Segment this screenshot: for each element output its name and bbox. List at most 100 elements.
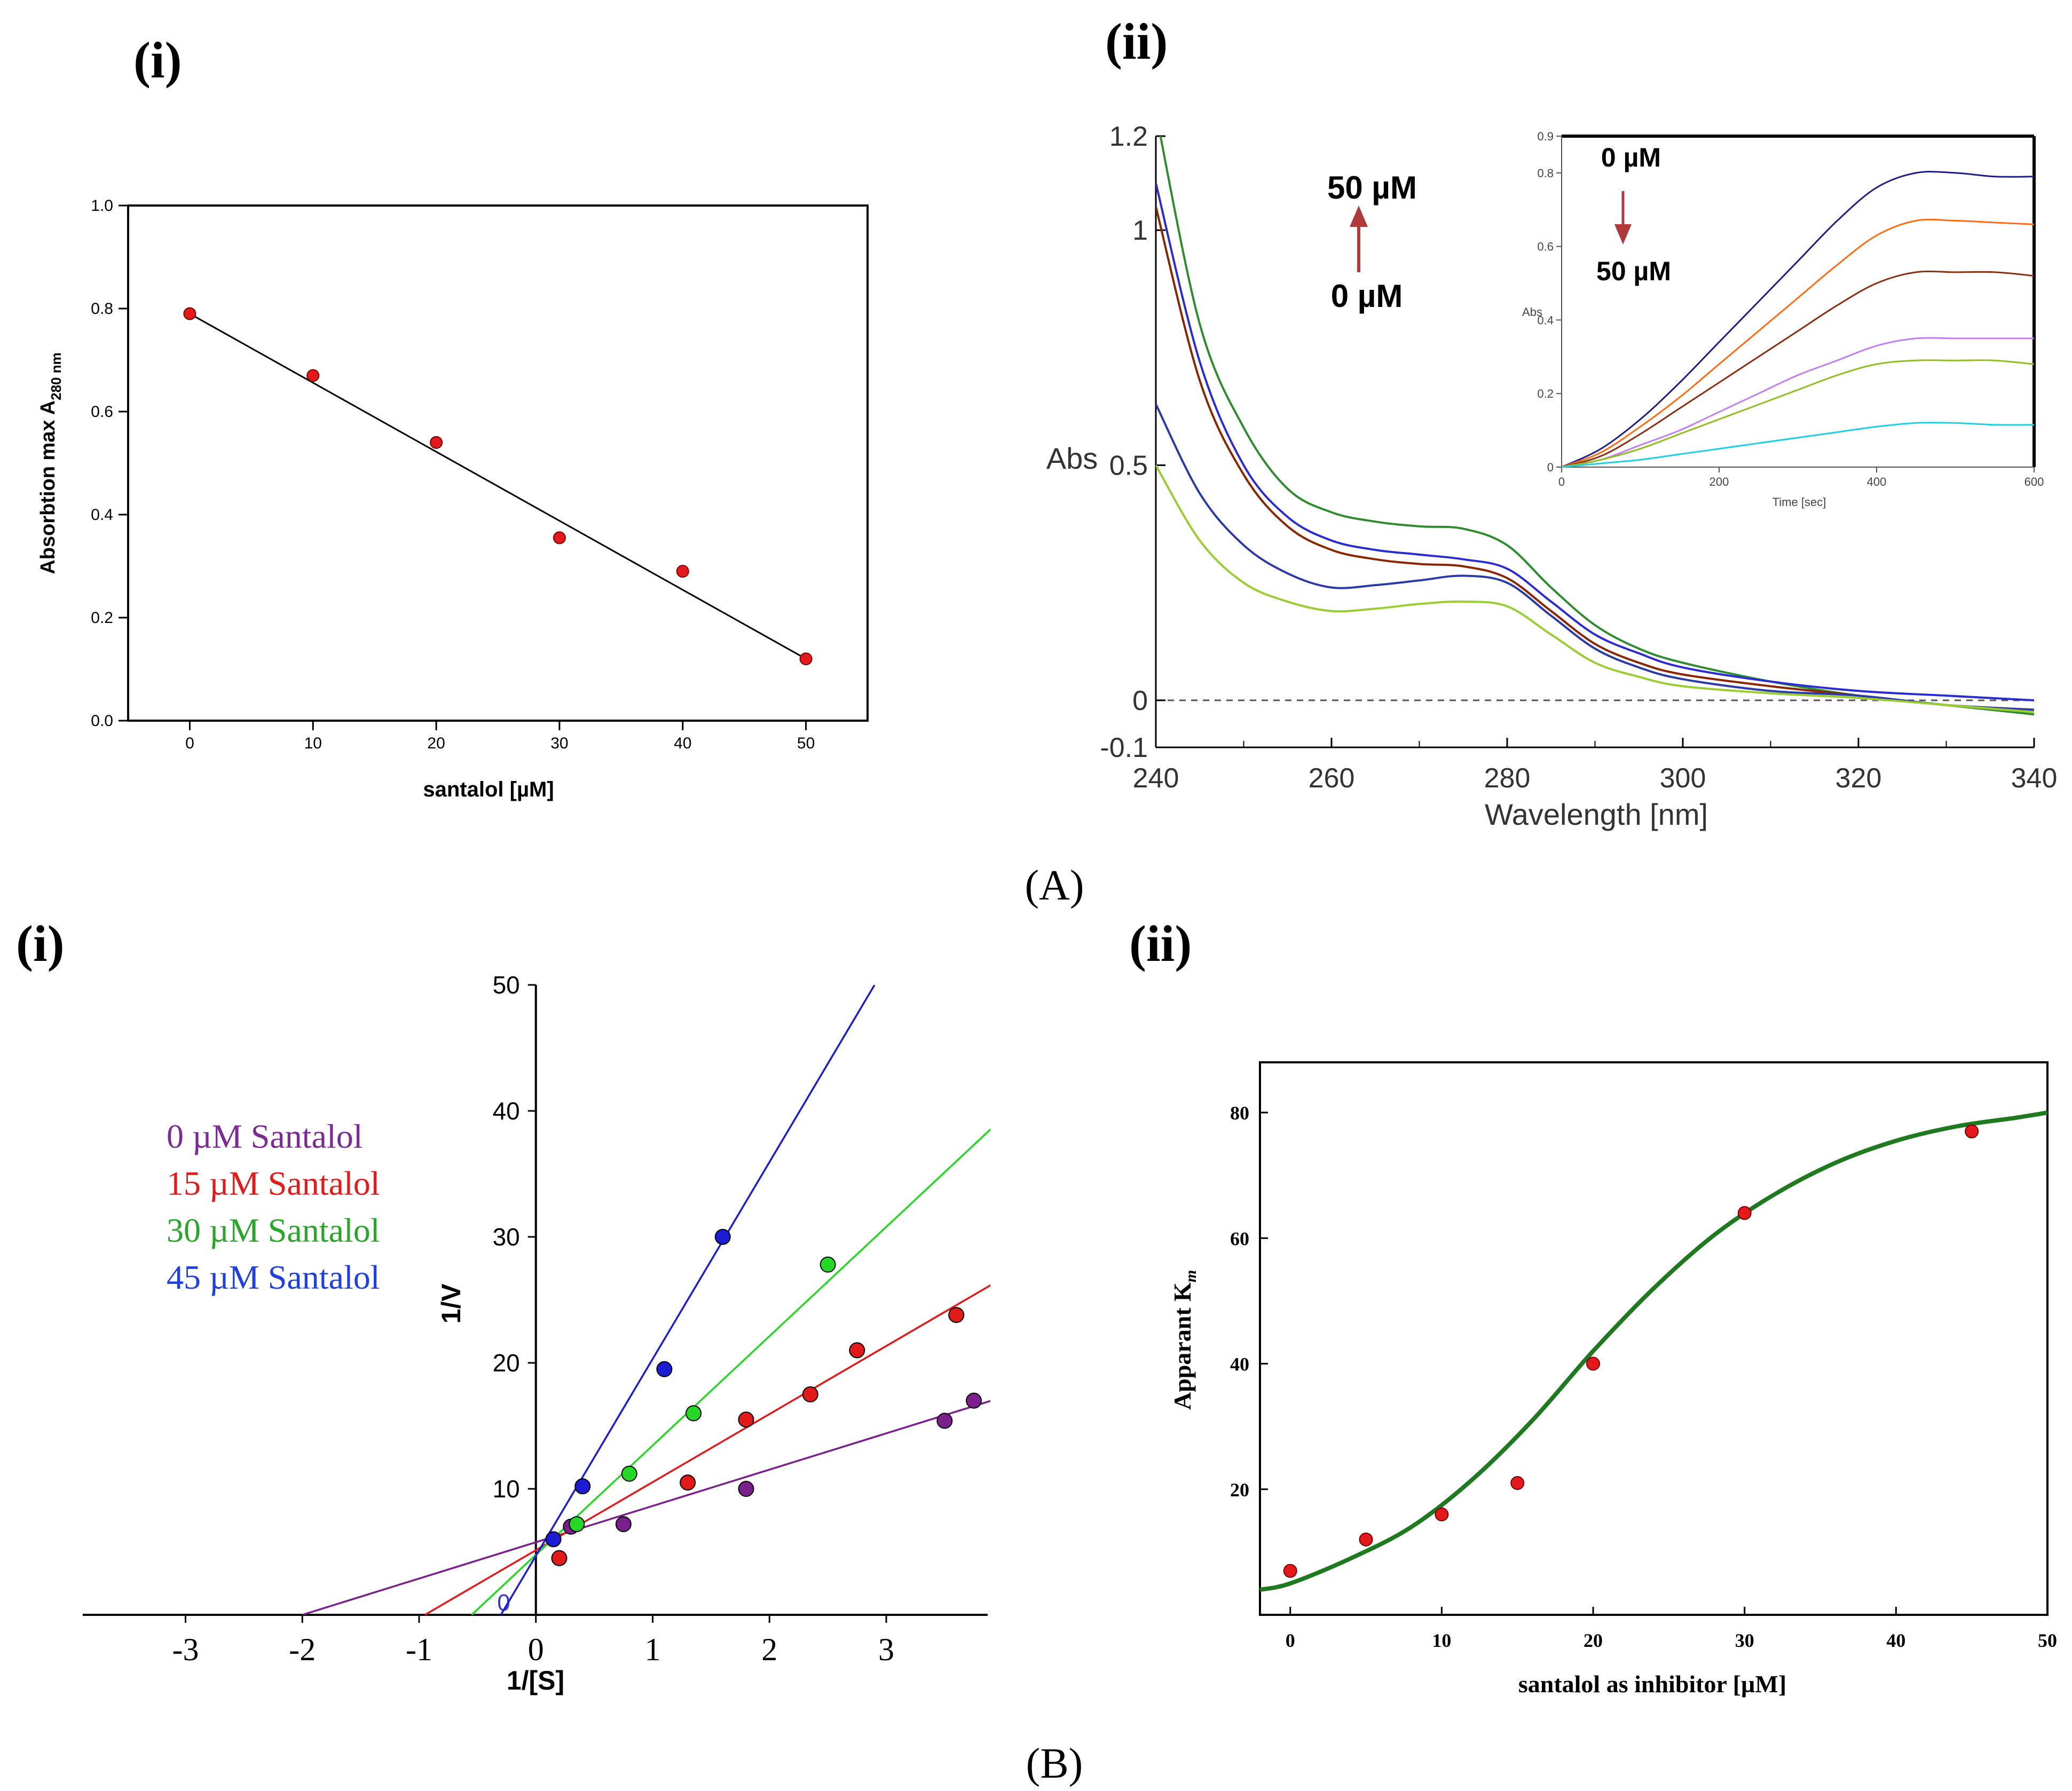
b-i-data-point [656,1361,673,1377]
b-ii-data-point [1965,1124,1979,1139]
a-i-y-tick-label: 0.4 [91,506,113,524]
b-i-y-axis-label: 1/V [436,1283,466,1324]
b-ii-y-tick-label: 40 [1230,1354,1249,1375]
b-ii-y-tick-label: 20 [1230,1479,1249,1501]
b-ii-data-point [1283,1564,1297,1578]
b-i-y-tick-label: 50 [493,971,520,999]
a-ii-spectrum-line [1156,464,2034,713]
b-i-data-point [948,1307,965,1323]
inset-kinetic-line [1561,218,2035,468]
b-i-x-tick-label: 0 [528,1632,544,1667]
b-ii-x-tick-label: 30 [1735,1630,1754,1651]
chart-a-ii-inset: 0 200 400 600 0 0.2 0.4 0.6 0.8 0.9 Time [sec] Ab… [1522,130,2044,509]
group-label-b: (B) [1026,1740,1083,1787]
a-ii-x-tick-label: 260 [1309,763,1355,794]
a-ii-spectrum-line [1159,136,2034,716]
b-ii-data-point [1359,1532,1373,1547]
b-i-y-tick-label: 40 [493,1097,520,1125]
inset-kinetic-line [1561,171,2035,468]
b-i-data-point [849,1342,865,1359]
a-i-data-point [306,369,320,382]
a-ii-x-tick-label: 240 [1133,763,1179,794]
inset-kinetic-line [1561,359,2035,468]
inset-y-tick-label: 0 [1547,461,1554,474]
b-i-data-point [615,1516,632,1533]
a-ii-spectrum-line [1156,183,2034,701]
a-i-x-tick-label: 30 [550,735,568,752]
b-i-data-point [545,1531,562,1548]
b-ii-x-tick-label: 50 [2038,1630,2057,1651]
a-i-frame [127,204,869,722]
b-ii-x-axis-label: santalol as inhibitor [µM] [1518,1670,1786,1698]
b-ii-y-tick-label: 60 [1230,1228,1249,1249]
b-i-legend-entry: 15 µM Santalol [167,1164,380,1202]
inset-annotation-top: 0 µM [1601,143,1661,172]
b-ii-y-tick-label: 80 [1230,1102,1249,1124]
a-ii-spectrum-line [1156,206,2034,711]
b-ii-x-tick-label: 0 [1286,1630,1295,1651]
b-ii-x-tick-label: 40 [1886,1630,1905,1651]
inset-annotation-bottom: 50 µM [1596,256,1671,286]
b-i-data-point [621,1465,637,1482]
b-i-y-tick-label: 10 [493,1475,520,1503]
a-ii-x-tick-label: 340 [2011,763,2058,794]
a-i-x-tick-label: 20 [427,735,445,752]
b-i-x-tick-label: -3 [172,1632,199,1667]
b-i-data-point [820,1256,836,1273]
b-i-x-tick-label: 2 [761,1632,777,1667]
inset-x-tick-label: 400 [1867,475,1887,488]
a-ii-y-tick-label: -0.1 [1100,732,1148,763]
b-i-data-point [966,1392,982,1409]
a-i-x-tick-label: 0 [185,735,194,752]
inset-x-tick-label: 200 [1709,475,1729,488]
a-ii-y-tick-label: 1.2 [1109,121,1148,152]
a-i-fit-line [189,313,807,660]
a-i-data-point [676,565,689,578]
a-i-y-tick-label: 1.0 [91,197,113,215]
a-i-y-axis-label: Absorbtion max A280 nm [37,352,64,574]
inset-kinetic-line [1561,422,2035,468]
b-i-x-tick-label: 1 [645,1632,661,1667]
b-i-legend: 0 µM Santalol 15 µM Santalol 30 µM Santalo… [167,1117,380,1296]
inset-y-tick-label: 0.4 [1537,313,1554,327]
a-i-x-tick-label: 50 [797,735,815,752]
b-i-fit-line [424,1284,990,1615]
panel-label-b-i: (i) [16,915,65,972]
a-i-y-tick-label: 0.8 [91,300,113,318]
b-i-x-tick-label: 3 [878,1632,894,1667]
a-i-y-tick-label: 0.2 [91,609,113,627]
a-i-data-point [553,531,566,545]
b-i-x-tick-label: -2 [289,1632,316,1667]
inset-kinetic-line [1561,337,2034,468]
b-i-data-point [802,1386,818,1402]
b-i-x-axis-label: 1/[S] [507,1666,564,1695]
b-ii-data-point [1737,1206,1752,1220]
b-ii-frame [1259,1061,2049,1616]
a-ii-y-tick-label: 1 [1132,215,1148,246]
a-ii-x-tick-label: 320 [1835,763,1882,794]
b-i-data-point [738,1481,754,1497]
inset-y-tick-label: 0.2 [1537,387,1554,400]
inset-y-axis-label: Abs [1522,305,1542,319]
inset-kinetic-line [1561,270,2035,468]
a-ii-x-tick-label: 300 [1660,763,1706,794]
a-i-x-axis-label: santalol [µM] [423,778,554,801]
b-i-fit-line [302,1400,990,1615]
b-i-y-tick-label: 20 [493,1349,520,1377]
b-i-legend-entry: 0 µM Santalol [167,1117,363,1155]
chart-a-i: 0 10 20 30 40 50 0.0 0.2 0.4 0.6 0.8 1.0 santalol [… [37,197,869,801]
b-i-data-point [569,1516,585,1533]
a-ii-y-tick-label: 0.5 [1109,451,1148,482]
inset-arrowhead [1614,224,1632,244]
panel-label-a-i: (i) [133,31,182,89]
a-ii-annotation-bottom: 0 µM [1331,278,1403,314]
inset-y-tick-label: 0.9 [1537,130,1554,143]
group-label-a: (A) [1025,862,1084,909]
a-i-y-tick-label: 0.6 [91,403,113,421]
chart-a-ii: 240 260 280 300 320 340 -0.1 0 0.5 1 1.2 Wavelengt… [1046,121,2058,831]
a-ii-arrowhead [1350,206,1368,227]
b-i-data-point [686,1405,702,1422]
b-i-data-point [738,1411,754,1428]
a-ii-x-tick-label: 280 [1484,763,1531,794]
a-i-x-tick-label: 10 [304,735,322,752]
